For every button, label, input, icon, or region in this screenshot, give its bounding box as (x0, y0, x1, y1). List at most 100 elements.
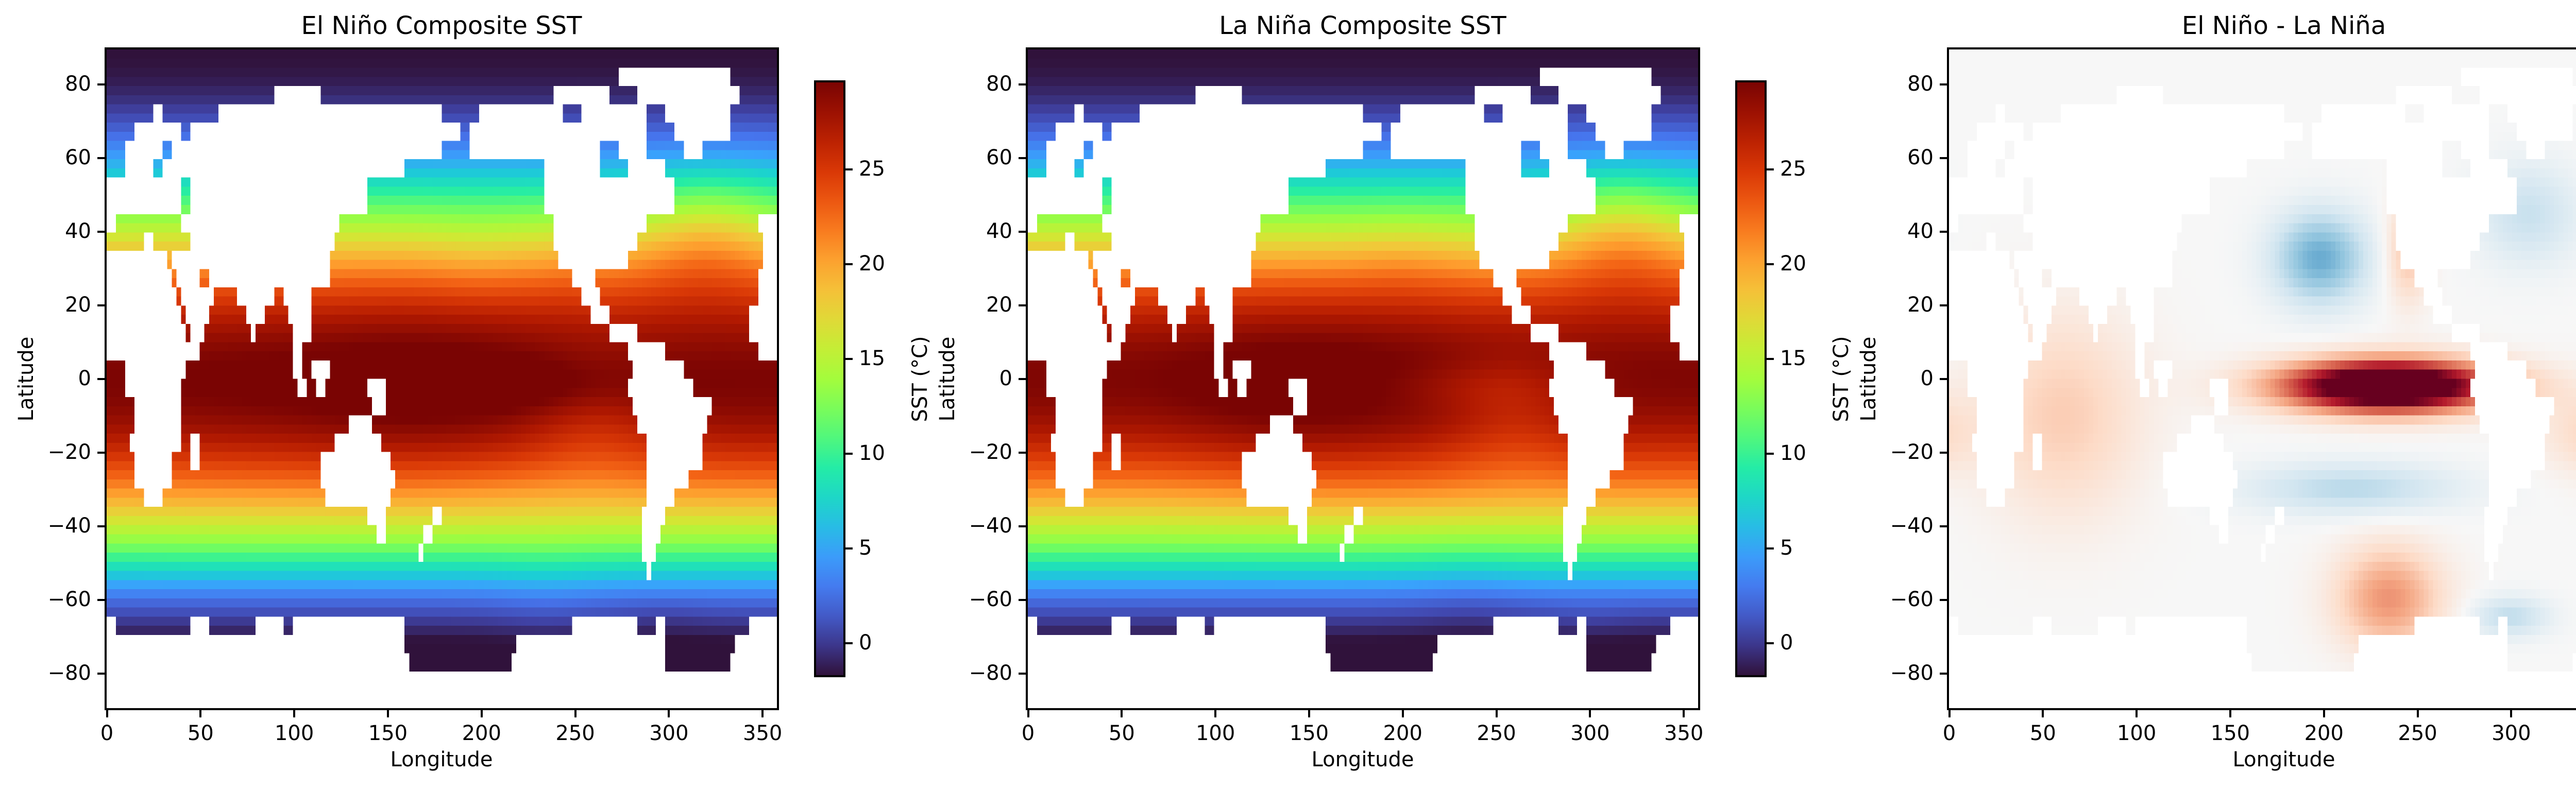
tick-label: −40 (969, 513, 1012, 538)
tick-label: −20 (47, 440, 91, 464)
tick-mark (1767, 168, 1774, 170)
tick-mark (668, 710, 670, 717)
tick-mark (2229, 710, 2231, 717)
tick-mark (1948, 710, 1951, 717)
tick-label: 50 (1108, 722, 1135, 745)
tick-label: 0 (999, 366, 1012, 390)
tick-label: 60 (1907, 145, 1934, 169)
tick-mark (97, 525, 105, 527)
colorbar (814, 80, 845, 677)
tick-mark (1940, 672, 1947, 675)
tick-label: −20 (969, 440, 1012, 464)
tick-mark (293, 710, 296, 717)
tick-mark (1940, 304, 1947, 306)
tick-label: −40 (1890, 513, 1934, 538)
tick-label: 25 (859, 157, 885, 181)
tick-label: 50 (187, 722, 214, 745)
tick-label: 200 (1383, 722, 1422, 745)
tick-label: 350 (1664, 722, 1704, 745)
tick-mark (1589, 710, 1591, 717)
heatmap-el-nino (107, 49, 777, 708)
panel-la-nina: La Niña Composite SST Latitude Longitude… (936, 11, 1853, 771)
tick-label: 250 (2398, 722, 2437, 745)
tick-label: 0 (1942, 722, 1956, 745)
tick-mark (845, 642, 853, 644)
y-axis-label: Latitude (1857, 336, 1880, 422)
tick-label: 0 (1780, 630, 1793, 655)
tick-label: 200 (2304, 722, 2344, 745)
tick-label: 0 (1920, 366, 1934, 390)
tick-mark (1019, 525, 1026, 527)
tick-label: 40 (65, 219, 91, 243)
tick-mark (1027, 710, 1029, 717)
tick-label: 0 (1021, 722, 1035, 745)
tick-mark (386, 710, 389, 717)
tick-mark (845, 547, 853, 549)
heatmap-axes (1026, 47, 1700, 710)
tick-mark (1940, 157, 1947, 159)
tick-mark (1767, 547, 1774, 549)
tick-label: 150 (2210, 722, 2250, 745)
tick-label: 100 (2116, 722, 2157, 745)
tick-label: 20 (1780, 251, 1806, 276)
tick-mark (1019, 304, 1026, 306)
x-axis-label: Longitude (390, 748, 493, 771)
tick-label: 15 (1780, 346, 1806, 370)
tick-label: 20 (986, 293, 1012, 317)
tick-mark (1940, 83, 1947, 85)
tick-mark (1019, 83, 1026, 85)
tick-label: 20 (859, 251, 885, 276)
tick-label: −80 (969, 661, 1012, 685)
tick-label: 80 (1907, 72, 1934, 96)
tick-mark (1019, 377, 1026, 380)
heatmap-difference (1949, 49, 2576, 708)
tick-mark (97, 672, 105, 675)
heatmap-axes (105, 47, 779, 710)
tick-label: −60 (1890, 587, 1934, 611)
tick-mark (845, 168, 853, 170)
tick-mark (1940, 598, 1947, 601)
tick-mark (1019, 157, 1026, 159)
tick-label: 150 (1289, 722, 1329, 745)
tick-mark (1940, 230, 1947, 233)
tick-mark (845, 357, 853, 360)
tick-mark (106, 710, 108, 717)
tick-label: −20 (1890, 440, 1934, 464)
heatmap-la-nina (1028, 49, 1698, 708)
tick-label: 200 (462, 722, 501, 745)
tick-mark (2416, 710, 2419, 717)
tick-label: 10 (1780, 441, 1806, 465)
tick-mark (2323, 710, 2325, 717)
tick-label: 20 (1907, 293, 1934, 317)
tick-label: 80 (65, 72, 91, 96)
tick-label: 60 (65, 145, 91, 169)
tick-label: −60 (969, 587, 1012, 611)
tick-mark (480, 710, 483, 717)
tick-mark (1019, 451, 1026, 454)
colorbar (1735, 80, 1767, 677)
tick-mark (1940, 525, 1947, 527)
tick-mark (1019, 598, 1026, 601)
tick-mark (1767, 357, 1774, 360)
tick-mark (97, 304, 105, 306)
tick-mark (97, 83, 105, 85)
x-axis-label: Longitude (2232, 748, 2335, 771)
tick-label: 60 (986, 145, 1012, 169)
tick-label: −80 (1890, 661, 1934, 685)
tick-mark (2510, 710, 2513, 717)
tick-mark (845, 452, 853, 455)
tick-label: −40 (47, 513, 91, 538)
tick-mark (1940, 451, 1947, 454)
chart-title: El Niño Composite SST (301, 11, 582, 40)
tick-mark (97, 157, 105, 159)
chart-title: El Niño - La Niña (2181, 11, 2386, 40)
tick-label: 100 (274, 722, 314, 745)
tick-mark (1940, 377, 1947, 380)
x-axis-label: Longitude (1311, 748, 1414, 771)
tick-mark (1767, 642, 1774, 644)
tick-mark (1401, 710, 1404, 717)
chart-title: La Niña Composite SST (1219, 11, 1506, 40)
tick-mark (1019, 672, 1026, 675)
tick-mark (845, 263, 853, 265)
tick-mark (1214, 710, 1217, 717)
